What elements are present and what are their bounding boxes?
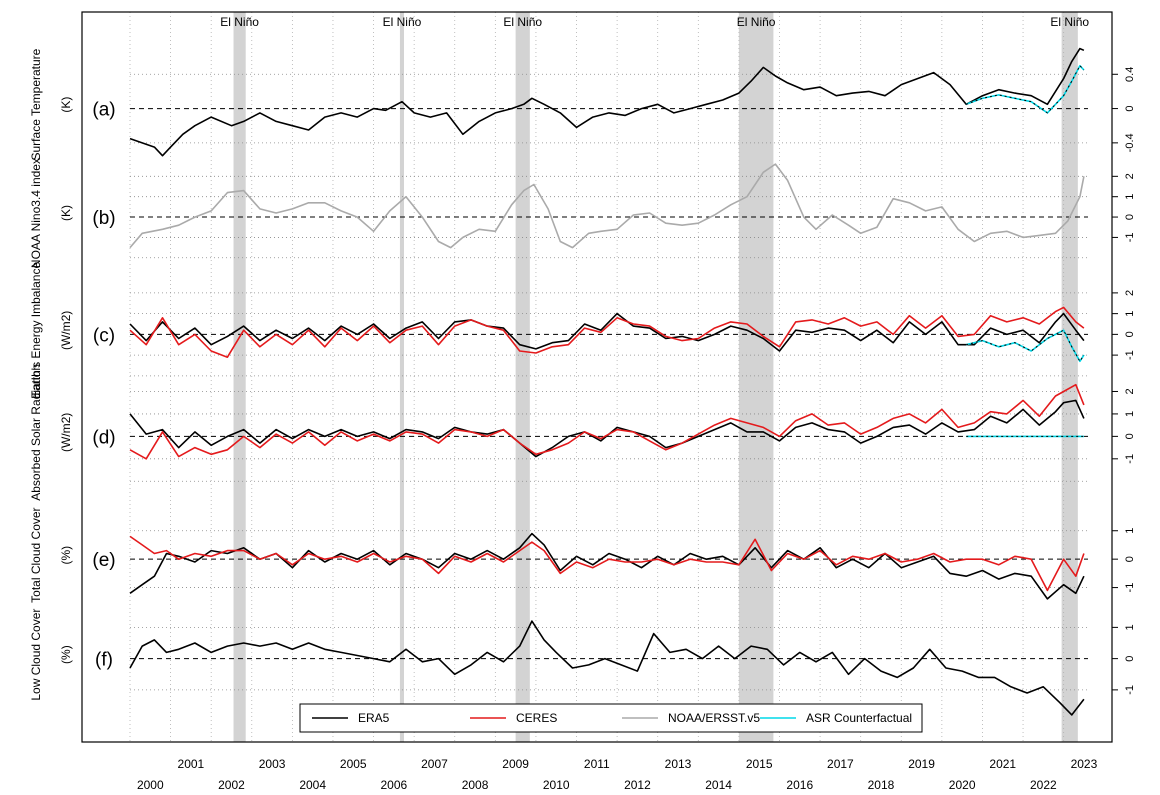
el-nino-label: El Niño: [503, 15, 542, 29]
year-tick-label: 2019: [908, 757, 935, 771]
y-tick-label: 1: [1124, 194, 1136, 200]
legend-label: ASR Counterfactual: [806, 711, 912, 725]
y-tick-label: 1: [1124, 311, 1136, 317]
y-axis-title: Surface Temperature: [29, 48, 43, 160]
series-line-era5: [129, 312, 1085, 352]
year-tick-label: 2007: [421, 757, 448, 771]
year-tick-label: 2014: [705, 778, 732, 792]
year-tick-label: 2011: [584, 757, 610, 771]
y-tick-label: -0.4: [1124, 133, 1136, 152]
year-tick-label: 2004: [299, 778, 326, 792]
year-tick-label: 2001: [178, 757, 205, 771]
el-nino-band: [399, 12, 405, 742]
year-tick-label: 2018: [868, 778, 895, 792]
el-nino-label: El Niño: [383, 15, 422, 29]
y-axis-title: NOAA Nino3.4 index: [29, 158, 43, 268]
y-axis-unit: (W/m2): [59, 311, 73, 350]
legend: ERA5 CERES NOAA/ERSST.v5 ASR Counterfactual: [299, 703, 923, 733]
series-line-era5: [129, 399, 1085, 458]
year-tick-label: 2023: [1071, 757, 1098, 771]
el-nino-band: [1061, 12, 1078, 742]
panel-label: (d): [92, 427, 115, 448]
series-line-counterfactual-dots: [966, 64, 1085, 114]
panel-label: (e): [92, 550, 115, 571]
year-tick-label: 2005: [340, 757, 367, 771]
year-tick-label: 2022: [1030, 778, 1057, 792]
y-axis-unit: (K): [59, 97, 73, 113]
y-tick-label: 0: [1124, 106, 1136, 112]
el-nino-label: El Niño: [220, 15, 259, 29]
y-tick-label: 0: [1124, 556, 1136, 562]
year-tick-label: 2010: [543, 778, 570, 792]
y-tick-label: 0: [1124, 331, 1136, 337]
legend-label: ERA5: [358, 711, 390, 725]
y-axis-unit: (%): [59, 546, 73, 565]
year-tick-label: 2017: [827, 757, 854, 771]
y-tick-label: 2: [1124, 388, 1136, 394]
year-tick-label: 2012: [624, 778, 651, 792]
panel-label: (a): [92, 100, 115, 121]
y-tick-label: 1: [1124, 624, 1136, 630]
year-tick-label: 2002: [218, 778, 245, 792]
series-line-ceres: [129, 383, 1085, 460]
y-axis-title: Total Cloud Cover: [29, 507, 43, 602]
year-tick-label: 2009: [502, 757, 529, 771]
data-series: [129, 47, 1085, 716]
year-tick-label: 2006: [381, 778, 408, 792]
axes: 2001 2003 2005 2007 2009 2011 2013 2015 2017 2019…: [29, 48, 1136, 792]
y-tick-label: 1: [1124, 411, 1136, 417]
y-tick-label: -1: [1124, 350, 1136, 360]
year-tick-label: 2000: [137, 778, 164, 792]
legend-label: CERES: [516, 711, 557, 725]
year-tick-label: 2013: [665, 757, 692, 771]
year-tick-label: 2015: [746, 757, 773, 771]
panel-label: (b): [92, 208, 115, 229]
series-line-ceres: [129, 535, 1085, 592]
y-axis-unit: (W/m2): [59, 413, 73, 452]
year-tick-label: 2003: [259, 757, 286, 771]
y-axis-title: Earth's Energy Imbalance: [29, 262, 43, 399]
y-tick-label: 1: [1124, 528, 1136, 534]
y-axis-unit: (K): [59, 205, 73, 221]
y-axis-unit: (%): [59, 645, 73, 664]
panel-label: (f): [95, 650, 113, 671]
grid-lines: [129, 12, 1088, 742]
y-tick-label: 0: [1124, 214, 1136, 220]
series-line-counterfactual-dots: [966, 329, 1085, 363]
y-tick-label: -1: [1124, 454, 1136, 464]
el-nino-label: El Niño: [737, 15, 776, 29]
series-line-ceres: [129, 306, 1085, 359]
series-line-era5: [129, 620, 1085, 716]
legend-label: NOAA/ERSST.v5: [668, 711, 760, 725]
y-tick-label: -1: [1124, 685, 1136, 695]
panel-label: (c): [93, 325, 115, 346]
el-nino-band: [738, 12, 774, 742]
el-nino-band: [515, 12, 530, 742]
plot-frame: [81, 11, 1113, 743]
y-tick-label: 0: [1124, 656, 1136, 662]
y-axis-title: Low Cloud Cover: [29, 609, 43, 701]
year-tick-label: 2016: [786, 778, 813, 792]
y-tick-label: -1: [1124, 583, 1136, 593]
y-tick-label: 0.4: [1124, 67, 1136, 82]
series-line-era5: [129, 47, 1085, 157]
el-nino-bands: El Niño El Niño El Niño El Niño El Niño: [220, 12, 1089, 742]
y-tick-label: 0: [1124, 433, 1136, 439]
year-tick-label: 2020: [949, 778, 976, 792]
y-axis-title: Absorbed Solar Radiation: [29, 364, 43, 501]
series-line-era5: [129, 532, 1085, 600]
y-tick-label: -1: [1124, 233, 1136, 243]
y-tick-label: 2: [1124, 173, 1136, 179]
y-tick-label: 2: [1124, 290, 1136, 296]
el-nino-label: El Niño: [1050, 15, 1089, 29]
series-line-noaa-ersst-v5: [129, 163, 1085, 249]
year-tick-label: 2021: [989, 757, 1016, 771]
year-tick-label: 2008: [462, 778, 489, 792]
legend-box: [299, 703, 923, 733]
